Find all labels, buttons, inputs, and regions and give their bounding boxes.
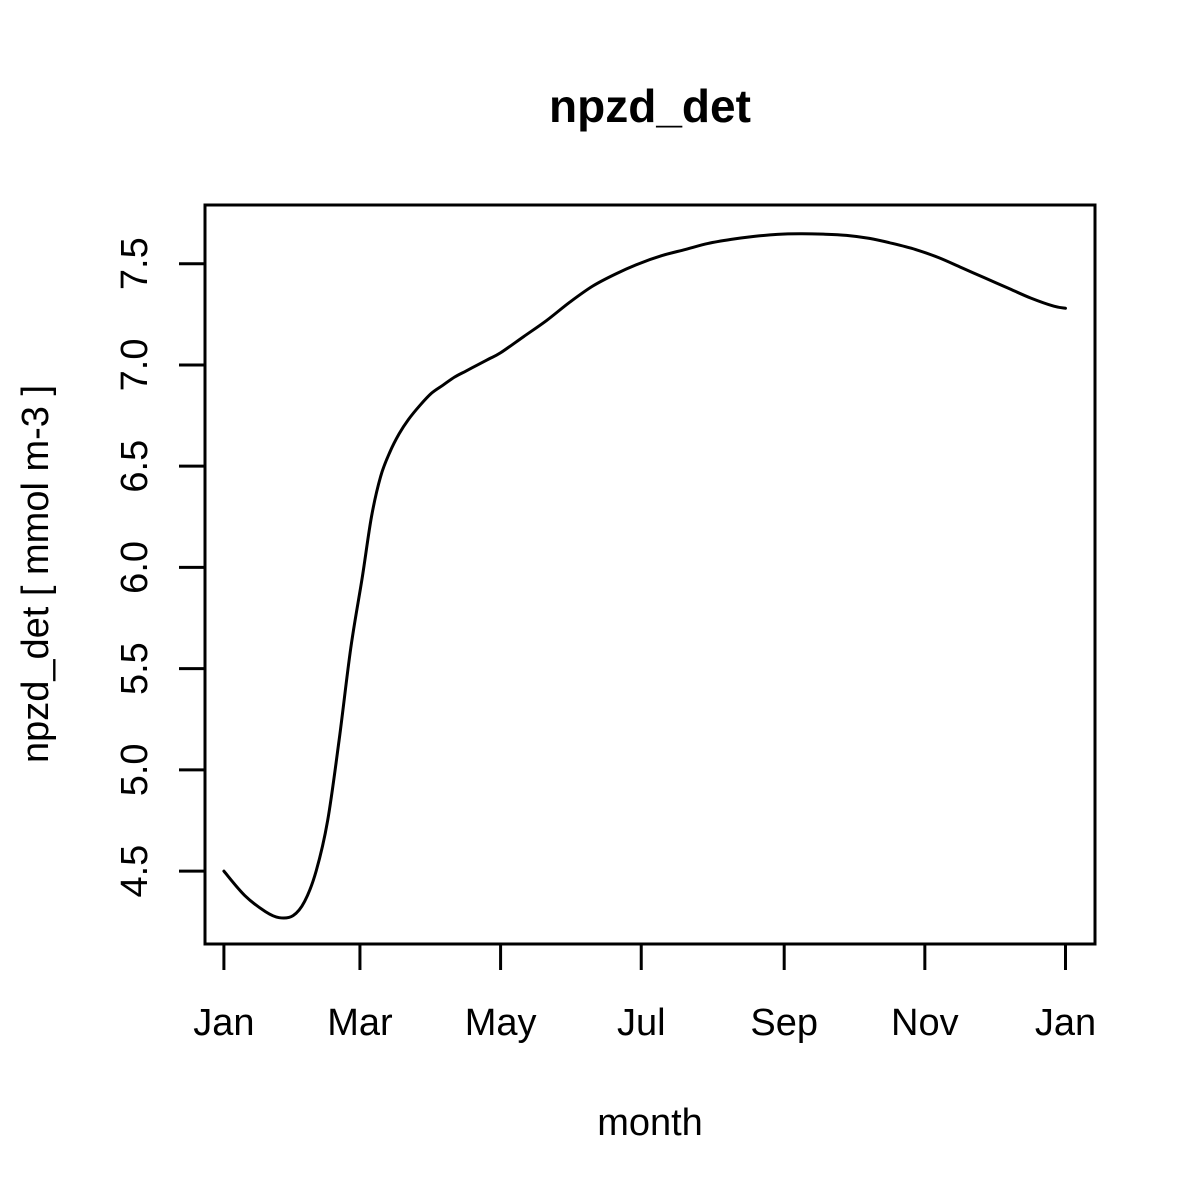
x-tick-label-2: May <box>465 1002 537 1044</box>
y-tick-label-4: 6.5 <box>114 440 156 493</box>
x-axis-label: month <box>597 1102 703 1144</box>
x-tick-label-1: Mar <box>327 1002 393 1044</box>
plot-frame <box>203 203 1097 946</box>
y-tick-label-3: 6.0 <box>114 541 156 594</box>
series-line <box>222 232 1067 920</box>
x-tick-label-4: Sep <box>750 1002 818 1044</box>
x-tick-label-0: Jan <box>193 1002 254 1044</box>
y-axis: 4.5 5.0 5.5 6.0 6.5 7.0 7.5 <box>114 237 205 898</box>
chart-title: npzd_det <box>549 80 751 132</box>
x-tick-label-5: Nov <box>891 1002 959 1044</box>
x-tick-label-3: Jul <box>617 1002 666 1044</box>
y-tick-label-6: 7.5 <box>114 237 156 290</box>
x-tick-label-6: Jan <box>1035 1002 1096 1044</box>
y-tick-label-1: 5.0 <box>114 743 156 796</box>
y-tick-label-0: 4.5 <box>114 845 156 898</box>
y-tick-label-5: 7.0 <box>114 339 156 392</box>
y-axis-label: npzd_det [ mmol m-3 ] <box>15 385 57 763</box>
y-tick-label-2: 5.5 <box>114 642 156 695</box>
x-axis: Jan Mar May Jul Sep Nov Jan <box>193 944 1096 1044</box>
